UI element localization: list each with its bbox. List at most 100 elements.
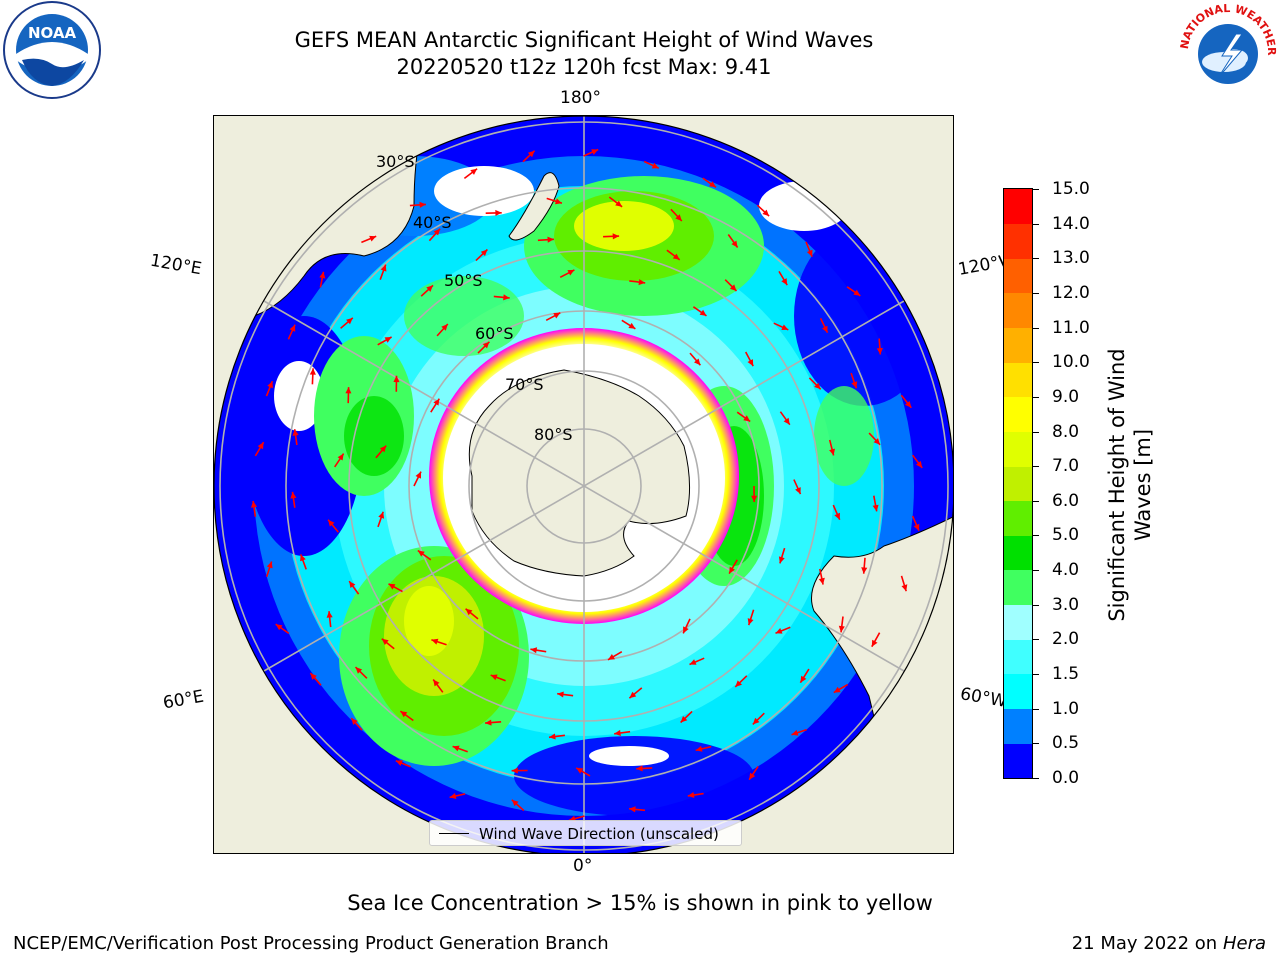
- graticule: [219, 116, 949, 853]
- lon-label-180: 180°: [560, 88, 601, 108]
- lat-label-60s: 60°S: [475, 324, 514, 343]
- colorbar-segment: [1004, 639, 1032, 675]
- wind-wave-arrowhead: [689, 659, 697, 665]
- wind-wave-arrowhead: [743, 415, 751, 422]
- noaa-logo: NOAA: [3, 1, 101, 99]
- wind-wave-arrowhead: [735, 680, 742, 687]
- wind-wave-arrowhead: [465, 608, 473, 616]
- colorbar-segment: [1004, 292, 1032, 328]
- wind-wave-arrowhead: [651, 162, 659, 169]
- wind-wave-arrowhead: [449, 793, 457, 799]
- wind-wave-arrowhead: [672, 253, 680, 260]
- wind-wave-arrowhead: [699, 309, 707, 316]
- colorbar-segment: [1004, 604, 1032, 640]
- wind-wave-arrowhead: [384, 337, 392, 343]
- wind-wave-arrowhead: [380, 264, 387, 272]
- wind-wave-arrowhead: [636, 765, 643, 772]
- wind-wave-arrowhead: [369, 235, 377, 242]
- colorbar-segment: [1004, 189, 1032, 224]
- colorbar-segment: [1004, 431, 1032, 467]
- colorbar-tick: [1033, 570, 1039, 572]
- wind-wave-arrowhead: [838, 625, 845, 633]
- wind-wave-arrowhead: [800, 675, 807, 683]
- wind-wave-arrowhead: [426, 285, 433, 292]
- wind-wave-arrowhead: [251, 501, 257, 508]
- wind-wave-arrowhead: [527, 150, 535, 158]
- lon-label-60e: 60°E: [161, 686, 206, 714]
- colorbar-segment: [1004, 570, 1032, 606]
- map-legend: Wind Wave Direction (unscaled): [429, 820, 742, 846]
- colorbar-tick-label: 7.0: [1052, 456, 1080, 477]
- wind-wave-arrowhead: [638, 279, 646, 286]
- colorbar-segment: [1004, 743, 1032, 779]
- wind-wave-arrowhead: [328, 519, 335, 527]
- wind-wave-arrowhead: [731, 240, 738, 248]
- colorbar-tick-label: 8.0: [1052, 421, 1080, 442]
- wind-wave-arrowhead: [781, 324, 789, 330]
- wind-wave-arrowhead: [495, 209, 502, 216]
- polar-map: [214, 116, 953, 853]
- wind-wave-arrowhead: [781, 278, 788, 286]
- wind-wave-arrowhead: [441, 324, 448, 331]
- wind-wave-arrows: [251, 148, 923, 822]
- colorbar-tick: [1033, 604, 1039, 606]
- colorbar-tick: [1033, 674, 1039, 676]
- legend-label: Wind Wave Direction (unscaled): [479, 825, 719, 843]
- colorbar-tick: [1033, 292, 1039, 294]
- wind-wave-arrowhead: [326, 611, 333, 618]
- nws-logo: NATIONAL WEATHER SERVICE: [1176, 0, 1278, 100]
- wind-wave-arrowhead: [628, 322, 636, 329]
- wind-wave-arrowhead: [511, 799, 519, 807]
- wind-wave-arrowhead: [778, 556, 785, 564]
- colorbar-tick: [1033, 708, 1039, 710]
- wind-wave-arrowhead: [378, 511, 385, 519]
- new-zealand: [508, 172, 560, 241]
- wind-wave-arrowhead: [762, 209, 770, 217]
- colorbar-tick-label: 15.0: [1052, 179, 1090, 199]
- wind-wave-arrowhead: [346, 317, 353, 325]
- colorbar-segment: [1004, 500, 1032, 536]
- wind-wave-arrowhead: [266, 561, 273, 569]
- colorbar-segment: [1004, 674, 1032, 710]
- wind-wave-arrowhead: [433, 679, 440, 687]
- wind-wave-arrowhead: [687, 792, 695, 798]
- wind-wave-arrowhead: [503, 294, 510, 301]
- wind-wave-arrowhead: [355, 667, 363, 674]
- wind-wave-arrowhead: [834, 512, 840, 520]
- colorbar-tick: [1033, 189, 1039, 190]
- wind-wave-arrowhead: [300, 554, 306, 562]
- wind-wave-arrowhead: [905, 401, 912, 408]
- colorbar-segment: [1004, 466, 1032, 502]
- wind-wave-arrowhead: [614, 729, 621, 736]
- wind-wave-arrowhead: [400, 711, 408, 718]
- colorbar-tick-label: 9.0: [1052, 386, 1080, 407]
- lon-label-0: 0°: [573, 856, 593, 876]
- colorbar-label-line1: Significant Height of Wind: [1105, 348, 1129, 622]
- wind-wave-arrowhead: [795, 487, 801, 495]
- wind-wave-arrowhead: [547, 236, 554, 243]
- wind-wave-arrowhead: [851, 381, 858, 389]
- colorbar-tick-label: 14.0: [1052, 213, 1090, 234]
- wind-wave-arrowhead: [290, 491, 297, 499]
- colorbar-tick: [1033, 258, 1039, 260]
- footer-date-text: 21 May 2022 on: [1071, 933, 1218, 954]
- wind-wave-arrowhead: [567, 269, 575, 276]
- wind-wave-arrowhead: [319, 271, 326, 279]
- wind-wave-arrowhead: [901, 584, 908, 592]
- wind-wave-arrowhead: [490, 674, 498, 681]
- colorbar-tick: [1033, 431, 1039, 433]
- lat-label-50s: 50°S: [444, 271, 483, 290]
- wind-wave-arrowhead: [395, 760, 403, 766]
- wind-wave-arrowhead: [695, 745, 703, 752]
- wind-wave-arrowhead: [351, 718, 358, 725]
- colorbar-tick-label: 5.0: [1052, 525, 1080, 546]
- wind-wave-arrowhead: [470, 168, 478, 175]
- wind-wave-arrowhead: [612, 233, 620, 240]
- wind-wave-arrowhead: [783, 417, 790, 425]
- colorbar-tick-label: 2.0: [1052, 629, 1080, 650]
- caption: Sea Ice Concentration > 15% is shown in …: [347, 891, 933, 915]
- wind-wave-arrowhead: [747, 359, 754, 367]
- colorbar-tick-label: 0.5: [1052, 733, 1080, 754]
- wind-wave-arrowhead: [694, 358, 701, 366]
- wind-wave-arrowhead: [337, 453, 344, 461]
